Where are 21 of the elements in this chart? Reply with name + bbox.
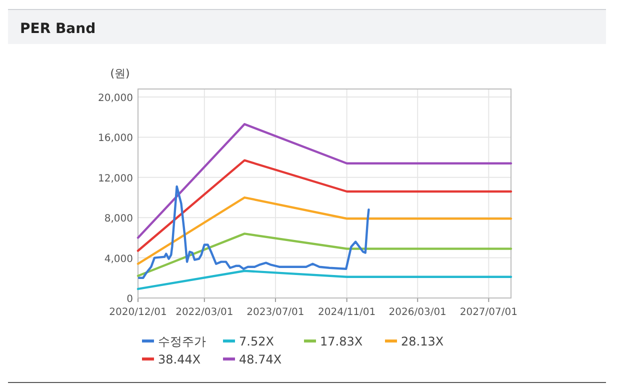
chart-title: PER Band bbox=[20, 21, 96, 37]
legend-label: 38.44X bbox=[158, 352, 201, 366]
y-tick-label: 4,000 bbox=[104, 254, 133, 265]
x-tick-label: 2027/07/01 bbox=[460, 307, 518, 318]
x-tick-label: 2026/03/01 bbox=[388, 307, 446, 318]
x-tick-label: 2024/11/01 bbox=[318, 307, 376, 318]
x-tick-label: 2023/07/01 bbox=[246, 307, 304, 318]
y-tick-label: 16,000 bbox=[98, 133, 133, 144]
y-tick-label: 20,000 bbox=[98, 93, 133, 104]
legend-label: 28.13X bbox=[401, 334, 444, 348]
y-tick-label: 12,000 bbox=[98, 173, 133, 184]
legend-label: 수정주가 bbox=[158, 334, 206, 348]
legend-label: 7.52X bbox=[239, 334, 274, 348]
line-series bbox=[138, 185, 370, 279]
x-tick-label: 2020/12/01 bbox=[109, 307, 167, 318]
legend-label: 48.74X bbox=[239, 352, 282, 366]
y-tick-label: 8,000 bbox=[104, 214, 133, 225]
legend-label: 17.83X bbox=[320, 334, 363, 348]
y-tick-label: 0 bbox=[126, 294, 133, 305]
x-tick-label: 2022/03/01 bbox=[176, 307, 234, 318]
y-axis-title: (원) bbox=[110, 67, 130, 80]
